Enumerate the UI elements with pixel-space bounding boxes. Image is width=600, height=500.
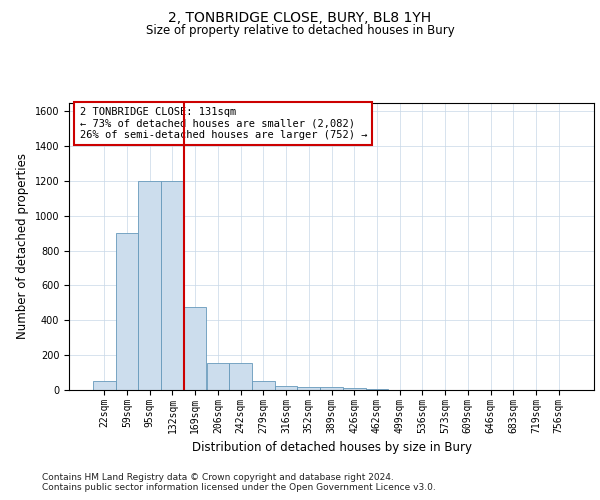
Bar	[365, 389, 388, 390]
Bar	[161, 181, 184, 390]
Bar	[343, 388, 365, 390]
Bar	[275, 386, 298, 390]
Bar	[116, 233, 139, 390]
Bar	[139, 181, 161, 390]
Text: Contains HM Land Registry data © Crown copyright and database right 2024.
Contai: Contains HM Land Registry data © Crown c…	[42, 472, 436, 492]
Bar	[93, 382, 116, 390]
Bar	[184, 307, 206, 390]
Bar	[229, 363, 252, 390]
Text: 2, TONBRIDGE CLOSE, BURY, BL8 1YH: 2, TONBRIDGE CLOSE, BURY, BL8 1YH	[169, 11, 431, 25]
Bar	[320, 386, 343, 390]
Bar	[298, 386, 320, 390]
Bar	[206, 363, 229, 390]
Text: Size of property relative to detached houses in Bury: Size of property relative to detached ho…	[146, 24, 454, 37]
X-axis label: Distribution of detached houses by size in Bury: Distribution of detached houses by size …	[191, 441, 472, 454]
Y-axis label: Number of detached properties: Number of detached properties	[16, 153, 29, 340]
Bar	[252, 382, 275, 390]
Text: 2 TONBRIDGE CLOSE: 131sqm
← 73% of detached houses are smaller (2,082)
26% of se: 2 TONBRIDGE CLOSE: 131sqm ← 73% of detac…	[79, 107, 367, 140]
